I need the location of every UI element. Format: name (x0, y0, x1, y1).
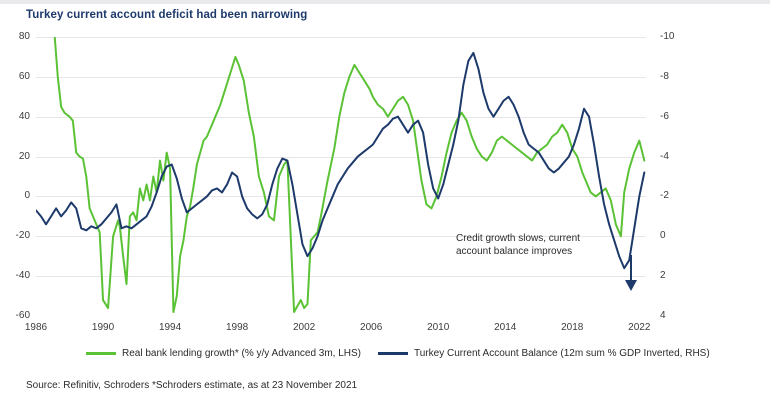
y-tick-left-neg20: -20 (15, 230, 30, 242)
down-arrow-icon (625, 255, 637, 291)
y-tick-right-neg8: -8 (660, 70, 669, 82)
legend-label-current-account-balance: Turkey Current Account Balance (12m sum … (414, 348, 710, 359)
x-tick-1998: 1998 (225, 322, 249, 333)
chart-annotation: Credit growth slows, current account bal… (456, 232, 616, 258)
plot-area (36, 37, 646, 316)
y-tick-right-neg10: -10 (660, 31, 675, 42)
top-accent-bar (0, 0, 770, 4)
series-line-real-bank-lending-growth (53, 37, 646, 314)
y-tick-right-0: 0 (660, 230, 666, 242)
gridlines (36, 37, 646, 277)
annotation-line-2: account balance improves (456, 246, 573, 257)
chart-legend: Real bank lending growth* (% y/y Advance… (0, 348, 770, 366)
legend-item-current-account-balance[interactable]: Turkey Current Account Balance (12m sum … (378, 348, 710, 359)
y-tick-left-neg40: -40 (15, 270, 30, 282)
y-tick-right-neg6: -6 (660, 110, 669, 122)
legend-swatch-green (86, 352, 116, 355)
chart-container: 80 60 40 20 0 -20 -40 -60 -10 -8 -6 -4 -2 0 2 4 1986 19… (0, 28, 770, 333)
x-tick-1994: 1994 (158, 322, 182, 333)
x-tick-1990: 1990 (91, 322, 115, 333)
x-tick-2018: 2018 (561, 322, 584, 333)
series-line-current-account-balance (36, 51, 646, 270)
y-tick-right-2: 2 (660, 270, 666, 282)
y-tick-right-neg4: -4 (660, 150, 669, 162)
x-tick-2002: 2002 (293, 322, 316, 333)
x-tick-1986: 1986 (24, 322, 48, 333)
y-tick-left-20: 20 (18, 150, 30, 162)
y-tick-left-neg60: -60 (15, 310, 30, 321)
chart-svg (36, 37, 646, 314)
x-tick-2010: 2010 (427, 322, 450, 333)
legend-item-real-bank-lending-growth[interactable]: Real bank lending growth* (% y/y Advance… (86, 348, 361, 359)
x-tick-2022: 2022 (628, 322, 651, 333)
y-tick-left-60: 60 (18, 70, 30, 82)
y-tick-left-0: 0 (24, 190, 30, 202)
x-tick-2014: 2014 (494, 322, 517, 333)
x-tick-2006: 2006 (360, 322, 383, 333)
legend-label-real-bank-lending-growth: Real bank lending growth* (% y/y Advance… (122, 348, 362, 359)
y-tick-right-4: 4 (660, 310, 666, 321)
y-tick-left-80: 80 (18, 31, 30, 42)
y-tick-right-neg2: -2 (660, 190, 669, 202)
page-title: Turkey current account deficit had been … (26, 9, 308, 21)
annotation-line-1: Credit growth slows, current (456, 233, 580, 244)
source-note: Source: Refinitiv, Schroders *Schroders … (26, 380, 358, 391)
y-tick-left-40: 40 (18, 110, 30, 122)
legend-swatch-navy (378, 352, 408, 355)
